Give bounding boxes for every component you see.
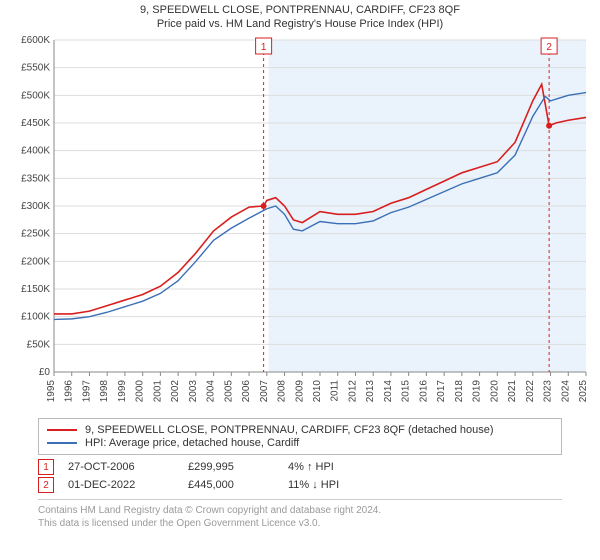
x-tick-label: 2009	[294, 380, 305, 403]
transaction-pct: 11% ↓ HPI	[288, 479, 408, 491]
y-tick-label: £400K	[21, 146, 50, 157]
x-tick-label: 1999	[117, 380, 128, 403]
y-tick-label: £50K	[27, 339, 51, 350]
transaction-price: £299,995	[188, 461, 288, 473]
x-tick-label: 1996	[64, 380, 75, 403]
marker-num-1: 1	[261, 42, 267, 53]
y-tick-label: £600K	[21, 35, 50, 46]
y-tick-label: £100K	[21, 312, 50, 323]
x-tick-label: 2008	[277, 380, 288, 403]
transaction-marker-2: 2	[38, 477, 54, 493]
y-tick-label: £0	[39, 367, 51, 378]
transaction-date: 01-DEC-2022	[68, 479, 188, 491]
x-tick-label: 2013	[365, 380, 376, 403]
footer-line-1: Contains HM Land Registry data © Crown c…	[38, 504, 562, 517]
marker-dot-1	[261, 203, 267, 209]
legend-item: 9, SPEEDWELL CLOSE, PONTPRENNAU, CARDIFF…	[47, 424, 553, 436]
x-tick-label: 2003	[188, 380, 199, 403]
footer: Contains HM Land Registry data © Crown c…	[38, 499, 562, 530]
chart-title: 9, SPEEDWELL CLOSE, PONTPRENNAU, CARDIFF…	[0, 4, 600, 16]
transaction-marker-1: 1	[38, 459, 54, 475]
x-tick-label: 2006	[241, 380, 252, 403]
x-tick-label: 2023	[543, 380, 554, 403]
x-tick-label: 1995	[46, 380, 57, 403]
chart-area: £0 £50K £100K £150K £200K £250K £300K £350K £400…	[10, 32, 590, 412]
x-tick-label: 2010	[312, 380, 323, 403]
marker-dot-2	[546, 123, 552, 129]
legend: 9, SPEEDWELL CLOSE, PONTPRENNAU, CARDIFF…	[38, 418, 562, 455]
x-tick-label: 2020	[489, 380, 500, 403]
legend-item: HPI: Average price, detached house, Card…	[47, 437, 553, 449]
transaction-row: 2 01-DEC-2022£445,00011% ↓ HPI	[38, 477, 562, 493]
x-tick-label: 2022	[525, 380, 536, 403]
x-tick-label: 2011	[330, 380, 341, 402]
x-tick-label: 2001	[152, 380, 163, 403]
x-tick-label: 2000	[135, 380, 146, 403]
x-tick-label: 2017	[436, 380, 447, 403]
x-tick-label: 2019	[472, 380, 483, 403]
legend-label: HPI: Average price, detached house, Card…	[85, 437, 299, 449]
x-tick-label: 2018	[454, 380, 465, 403]
chart-subtitle: Price paid vs. HM Land Registry's House …	[0, 18, 600, 30]
x-tick-label: 2012	[347, 380, 358, 403]
y-tick-label: £150K	[21, 284, 50, 295]
marker-num-2: 2	[546, 42, 552, 53]
y-tick-label: £550K	[21, 63, 50, 74]
x-tick-label: 2024	[560, 380, 571, 403]
chart-header: 9, SPEEDWELL CLOSE, PONTPRENNAU, CARDIFF…	[0, 0, 600, 32]
legend-swatch	[47, 442, 77, 444]
x-tick-label: 2025	[578, 380, 589, 403]
y-tick-label: £300K	[21, 201, 50, 212]
transaction-date: 27-OCT-2006	[68, 461, 188, 473]
transaction-row: 1 27-OCT-2006£299,9954% ↑ HPI	[38, 459, 562, 475]
legend-swatch	[47, 429, 77, 431]
x-tick-label: 2021	[507, 380, 518, 403]
x-tick-label: 1998	[99, 380, 110, 403]
x-tick-label: 1997	[81, 380, 92, 403]
y-tick-label: £200K	[21, 256, 50, 267]
y-tick-label: £350K	[21, 173, 50, 184]
y-tick-label: £250K	[21, 229, 50, 240]
legend-label: 9, SPEEDWELL CLOSE, PONTPRENNAU, CARDIFF…	[85, 424, 494, 436]
transaction-price: £445,000	[188, 479, 288, 491]
y-tick-label: £500K	[21, 90, 50, 101]
y-tick-label: £450K	[21, 118, 50, 129]
transaction-pct: 4% ↑ HPI	[288, 461, 408, 473]
x-tick-label: 2015	[401, 380, 412, 403]
x-tick-label: 2016	[418, 380, 429, 403]
x-tick-label: 2007	[259, 380, 270, 403]
x-tick-label: 2005	[223, 380, 234, 403]
x-tick-label: 2004	[206, 380, 217, 403]
x-tick-label: 2014	[383, 380, 394, 403]
x-tick-label: 2002	[170, 380, 181, 403]
footer-line-2: This data is licensed under the Open Gov…	[38, 517, 562, 530]
